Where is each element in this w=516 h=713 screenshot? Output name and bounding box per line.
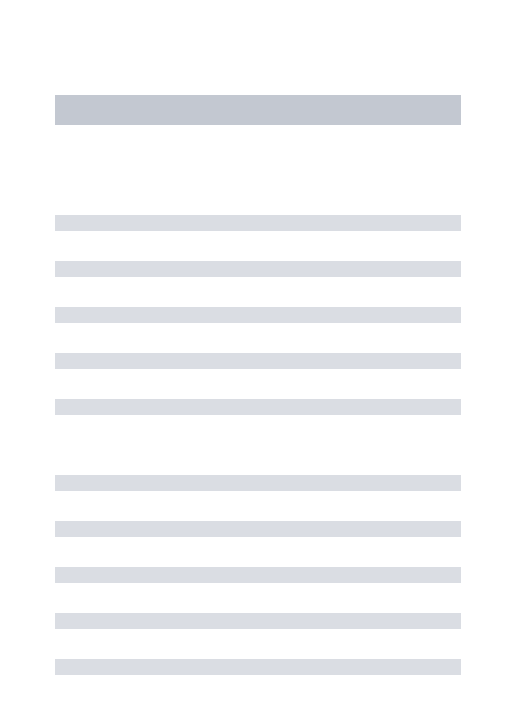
skeleton-line <box>55 567 461 583</box>
skeleton-line <box>55 613 461 629</box>
skeleton-line <box>55 353 461 369</box>
skeleton-line <box>55 521 461 537</box>
skeleton-line <box>55 475 461 491</box>
skeleton-line <box>55 399 461 415</box>
skeleton-line <box>55 307 461 323</box>
skeleton-gap <box>55 445 461 475</box>
skeleton-line <box>55 659 461 675</box>
skeleton-line <box>55 261 461 277</box>
skeleton-line <box>55 215 461 231</box>
skeleton-container <box>0 0 516 675</box>
skeleton-header <box>55 95 461 125</box>
